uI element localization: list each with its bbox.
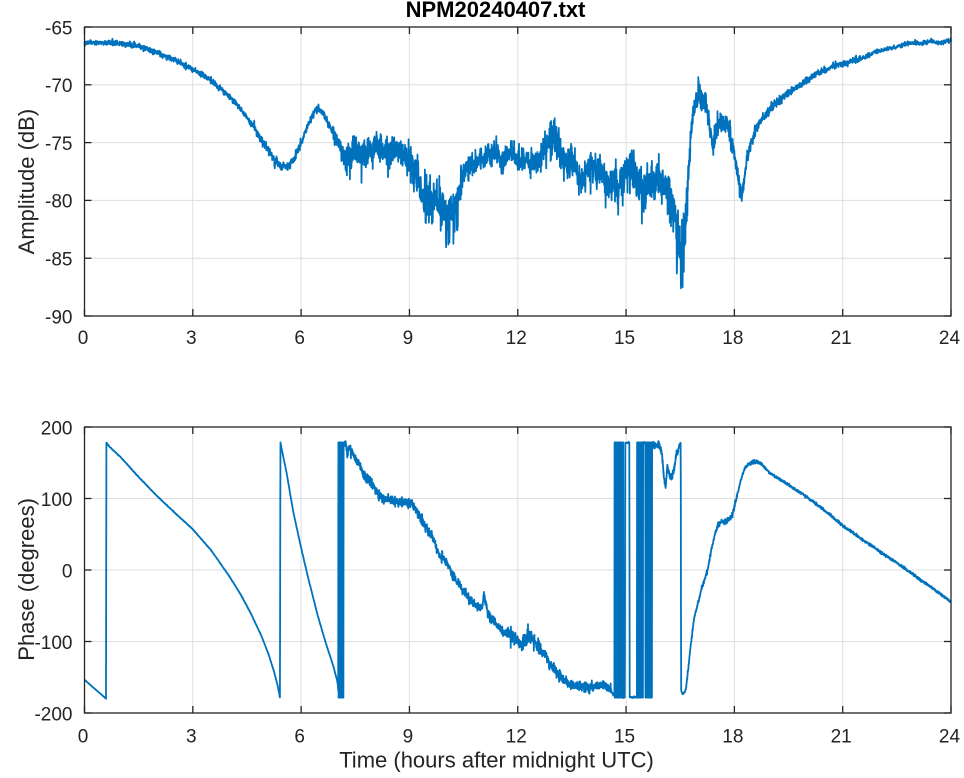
svg-text:-70: -70 [45, 76, 72, 97]
svg-text:-200: -200 [34, 704, 72, 725]
svg-text:18: 18 [722, 727, 743, 748]
svg-text:-90: -90 [45, 307, 72, 328]
svg-text:-100: -100 [34, 633, 72, 654]
svg-text:9: 9 [403, 727, 414, 748]
svg-text:100: 100 [41, 490, 73, 511]
svg-text:NPM20240407.txt: NPM20240407.txt [406, 0, 586, 22]
svg-text:-80: -80 [45, 192, 72, 213]
svg-text:-75: -75 [45, 134, 72, 155]
svg-text:15: 15 [614, 328, 635, 349]
svg-text:0: 0 [78, 328, 89, 349]
svg-text:3: 3 [186, 727, 197, 748]
svg-text:9: 9 [403, 328, 414, 349]
svg-text:18: 18 [722, 328, 743, 349]
svg-text:200: 200 [41, 418, 73, 439]
svg-text:3: 3 [186, 328, 197, 349]
svg-text:24: 24 [939, 727, 961, 748]
svg-text:24: 24 [939, 328, 961, 349]
svg-text:-85: -85 [45, 250, 72, 271]
svg-text:12: 12 [506, 727, 527, 748]
svg-text:15: 15 [614, 727, 635, 748]
svg-text:12: 12 [506, 328, 527, 349]
svg-text:Amplitude (dB): Amplitude (dB) [14, 109, 39, 255]
svg-text:0: 0 [62, 561, 73, 582]
svg-text:6: 6 [294, 727, 305, 748]
svg-text:0: 0 [78, 727, 89, 748]
svg-text:Phase (degrees): Phase (degrees) [14, 498, 39, 661]
svg-text:21: 21 [831, 727, 852, 748]
svg-text:Time (hours after midnight UTC: Time (hours after midnight UTC) [339, 748, 654, 773]
svg-text:21: 21 [831, 328, 852, 349]
svg-text:6: 6 [294, 328, 305, 349]
svg-text:-65: -65 [45, 18, 72, 39]
